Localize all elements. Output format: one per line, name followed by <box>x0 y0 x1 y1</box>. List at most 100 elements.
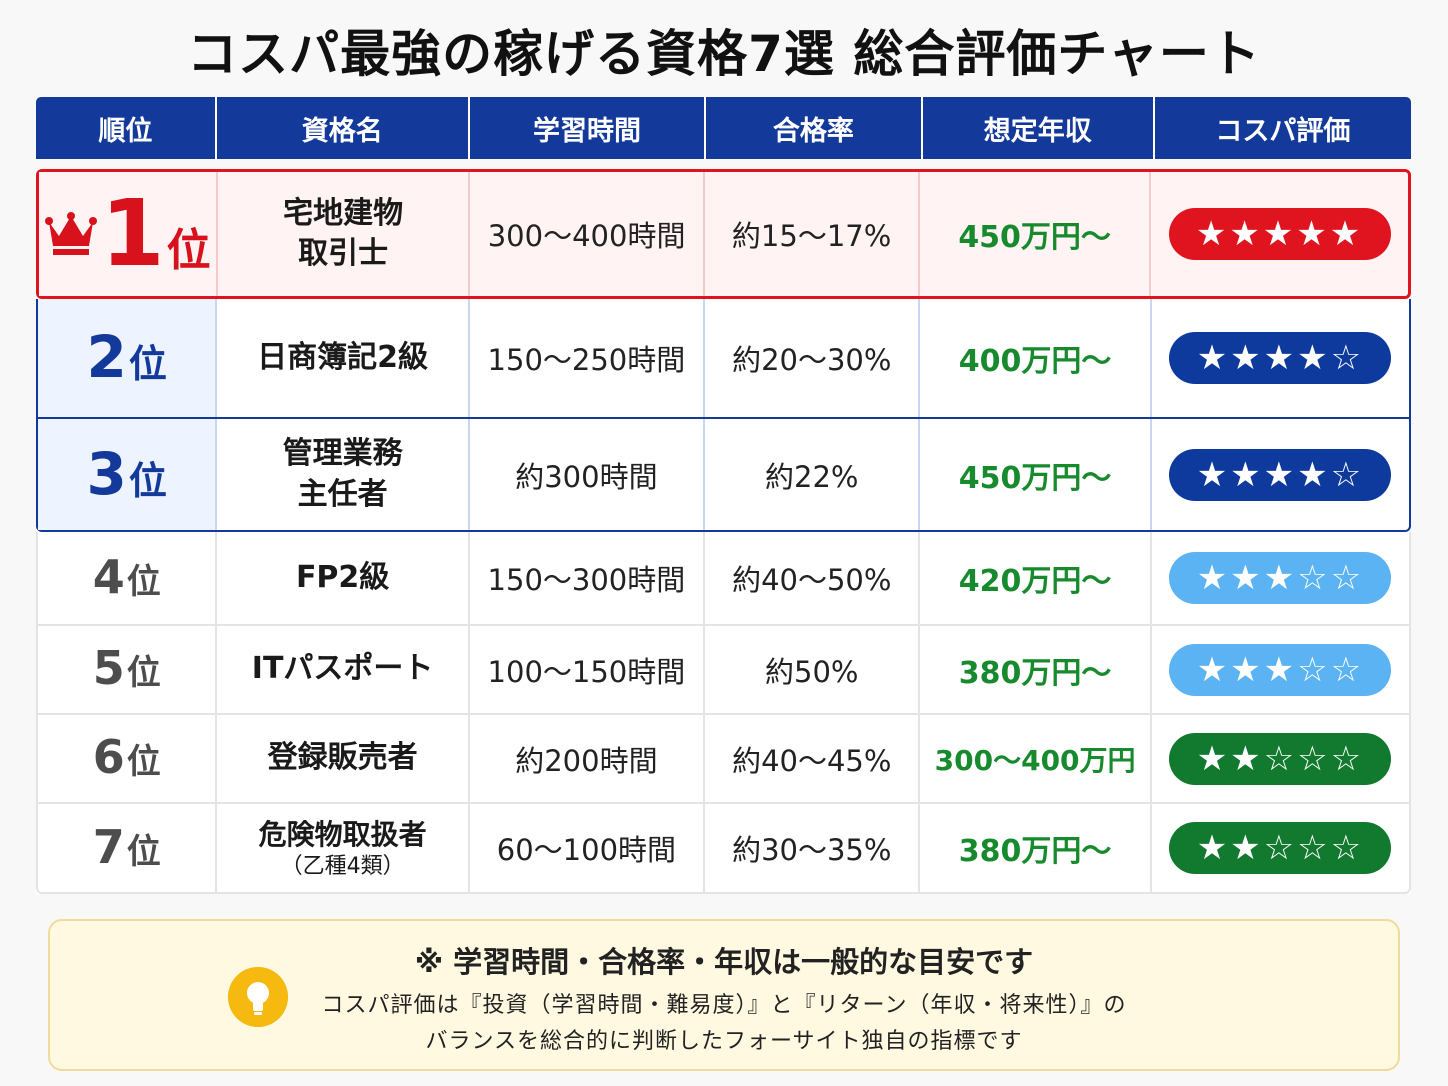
rank-number: 6 <box>92 730 125 784</box>
note-line: バランスを総合的に判断したフォーサイト独自の指標です <box>425 1029 1023 1054</box>
rank-number: 3 <box>86 439 127 508</box>
table-row: 3 位 管理業務 主任者 約300時間 約22% 450万円〜 ★★★★☆ <box>36 419 1411 532</box>
pass-rate: 約50% <box>705 626 921 713</box>
expected-income: 400万円〜 <box>920 299 1152 417</box>
qualification-name: 管理業務 主任者 <box>217 419 470 530</box>
star-icons: ★★★★☆ <box>1196 338 1365 378</box>
study-hours: 60〜100時間 <box>470 804 706 892</box>
name-line: FP2級 <box>295 559 390 595</box>
table-row: 2 位 日商簿記2級 150〜250時間 約20〜30% 400万円〜 ★★★★… <box>36 299 1411 419</box>
expected-income: 450万円〜 <box>920 419 1152 530</box>
ranking-table: 順位 資格名 学習時間 合格率 想定年収 コスパ評価 1 位 <box>36 97 1411 894</box>
star-icons: ★★★☆☆ <box>1196 558 1365 598</box>
qualification-name: ITパスポート <box>217 626 470 713</box>
table-header: 順位 資格名 学習時間 合格率 想定年収 コスパ評価 <box>36 97 1411 159</box>
star-icons: ★★★★☆ <box>1196 454 1365 495</box>
qualification-name: FP2級 <box>217 532 470 624</box>
pass-rate: 約22% <box>705 419 921 530</box>
name-line: 宅地建物 <box>283 195 404 231</box>
rank-number: 7 <box>92 819 125 874</box>
name-line: 危険物取扱者 <box>258 817 427 851</box>
table-row: 1 位 宅地建物 取引士 300〜400時間 約15〜17% 450万円〜 ★★… <box>36 169 1411 299</box>
rank-label: 5 位 <box>93 645 161 694</box>
rating-cell: ★★★★★ <box>1151 172 1408 296</box>
study-hours: 150〜250時間 <box>470 299 706 417</box>
lightbulb-icon <box>228 967 288 1027</box>
rank-suffix: 位 <box>128 342 167 386</box>
rank-suffix: 位 <box>166 225 211 276</box>
rank-suffix: 位 <box>126 831 161 872</box>
star-rating: ★★★★☆ <box>1169 448 1392 501</box>
page-title: コスパ最強の稼げる資格7選 総合評価チャート <box>187 25 1261 83</box>
rank-suffix: 位 <box>128 458 167 503</box>
expected-income: 450万円〜 <box>920 172 1152 296</box>
star-rating: ★★★★☆ <box>1169 332 1392 384</box>
rank-cell: 5 位 <box>38 626 218 713</box>
crown-icon <box>44 212 97 255</box>
study-hours: 約300時間 <box>470 419 706 530</box>
rank-number: 4 <box>92 549 125 604</box>
star-icons: ★★★☆☆ <box>1196 649 1365 690</box>
star-rating: ★★☆☆☆ <box>1169 732 1392 785</box>
name-line: ITパスポート <box>251 651 434 687</box>
rating-cell: ★★☆☆☆ <box>1152 715 1409 802</box>
rank-label: 6 位 <box>93 734 161 783</box>
rating-cell: ★★★☆☆ <box>1152 626 1409 713</box>
rank-cell: 7 位 <box>38 804 218 892</box>
rank-cell: 4 位 <box>38 532 218 624</box>
header-rating: コスパ評価 <box>1215 115 1351 147</box>
name-line: 管理業務 <box>282 436 403 471</box>
header-hours: 学習時間 <box>470 97 707 159</box>
rank-cell: 2 位 <box>38 299 218 417</box>
note-box: ※ 学習時間・合格率・年収は一般的な目安です コスパ評価は『投資（学習時間・難易… <box>48 919 1400 1071</box>
rating-cell: ★★★★☆ <box>1152 299 1409 417</box>
rank-cell: 1 位 <box>39 172 219 296</box>
rank-suffix: 位 <box>126 653 161 693</box>
rank-suffix: 位 <box>126 742 161 782</box>
name-line: 日商簿記2級 <box>257 339 429 375</box>
rank-number: 2 <box>86 323 127 391</box>
pass-rate: 約40〜50% <box>705 532 921 624</box>
expected-income: 420万円〜 <box>920 532 1152 624</box>
header-rate: 合格率 <box>706 97 923 159</box>
star-rating: ★★☆☆☆ <box>1169 822 1392 874</box>
qualification-name: 登録販売者 <box>217 715 470 802</box>
rank-cell: 3 位 <box>38 419 218 530</box>
qualification-name: 日商簿記2級 <box>217 299 470 417</box>
rank-label: 2 位 <box>87 328 167 388</box>
rating-cell: ★★★★☆ <box>1152 419 1409 530</box>
header-income: 想定年収 <box>923 97 1155 159</box>
pass-rate: 約40〜45% <box>705 715 921 802</box>
study-hours: 150〜300時間 <box>470 532 706 624</box>
table-row: 7 位 危険物取扱者 （乙種4類） 60〜100時間 約30〜35% 380万円… <box>36 804 1411 894</box>
note-line: コスパ評価は『投資（学習時間・難易度）』と『リターン（年収・将来性）』の <box>321 993 1127 1018</box>
rating-cell: ★★★☆☆ <box>1152 532 1409 624</box>
star-rating: ★★★☆☆ <box>1169 643 1392 696</box>
rank-label: 1 位 <box>44 180 211 287</box>
pass-rate: 約20〜30% <box>705 299 921 417</box>
rank-number: 1 <box>100 180 165 287</box>
study-hours: 約200時間 <box>470 715 706 802</box>
rank-label: 3 位 <box>87 445 167 505</box>
expected-income: 300〜400万円 <box>920 715 1152 802</box>
qualification-name: 宅地建物 取引士 <box>218 172 471 296</box>
star-rating: ★★★☆☆ <box>1169 552 1392 604</box>
name-subtext: （乙種4類） <box>280 853 405 879</box>
star-rating: ★★★★★ <box>1168 208 1391 260</box>
header-name: 資格名 <box>217 97 470 159</box>
pass-rate: 約30〜35% <box>705 804 921 892</box>
star-icons: ★★☆☆☆ <box>1196 828 1365 868</box>
table-row: 4 位 FP2級 150〜300時間 約40〜50% 420万円〜 ★★★☆☆ <box>36 532 1411 626</box>
star-icons: ★★☆☆☆ <box>1196 738 1365 779</box>
note-heading: ※ 学習時間・合格率・年収は一般的な目安です <box>414 945 1034 979</box>
study-hours: 100〜150時間 <box>470 626 706 713</box>
star-icons: ★★★★★ <box>1195 214 1364 254</box>
table-body: 1 位 宅地建物 取引士 300〜400時間 約15〜17% 450万円〜 ★★… <box>36 169 1411 894</box>
name-line: 登録販売者 <box>267 740 418 776</box>
rating-cell: ★★☆☆☆ <box>1152 804 1409 892</box>
qualification-name: 危険物取扱者 （乙種4類） <box>217 804 470 892</box>
expected-income: 380万円〜 <box>920 804 1152 892</box>
study-hours: 300〜400時間 <box>470 172 706 296</box>
pass-rate: 約15〜17% <box>705 172 921 296</box>
name-line: 主任者 <box>297 476 388 512</box>
